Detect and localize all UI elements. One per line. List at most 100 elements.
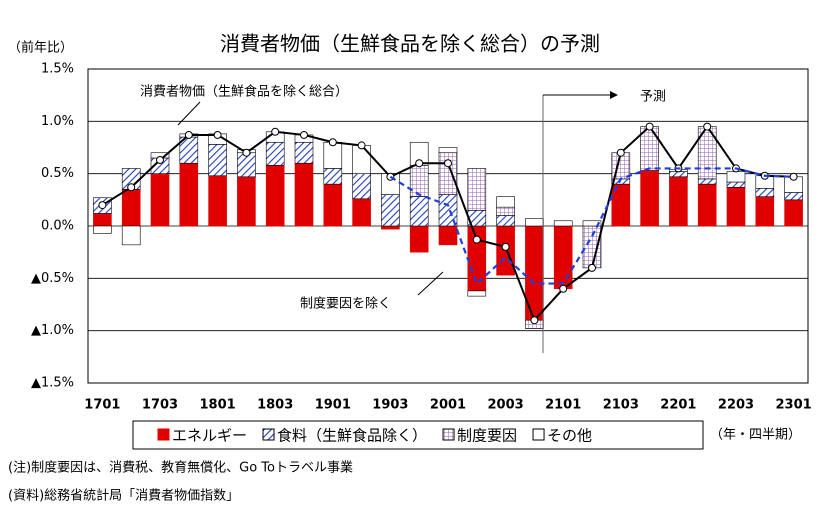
bar-segment [237,176,256,227]
bar-segment [208,175,227,227]
bar-segment [323,183,343,227]
legend-box [132,420,704,450]
annotation: 消費者物価（生鮮食品を除く総合） [140,84,348,100]
annotation: 制度要因を除く [300,296,391,312]
line-marker [703,122,712,131]
line-marker [156,156,164,165]
y-tick-label: ▲0.5% [31,271,74,286]
bar-segment [582,220,602,227]
bar-segment [352,173,371,200]
line-marker [127,183,136,192]
line-marker [501,242,510,251]
bar-segment [525,218,544,227]
bar-segment [438,147,458,154]
line-marker [242,148,251,157]
line-marker [271,127,280,136]
bar-segment [352,145,371,174]
bar-segment [381,225,400,230]
x-tick-label: 2103 [603,398,639,413]
y-tick-label: 1.5% [41,62,74,77]
line-marker [184,130,193,139]
note: (資料)総務省統計局「消費者物価指数」 [8,488,239,504]
bar-segment [409,225,429,253]
legend-label: 制度要因 [457,427,517,445]
bar-segment [755,188,775,197]
note: (注)制度要因は、消費税、教育無償化、Go Toトラベル事業 [8,460,353,476]
line-marker [300,130,308,139]
bar-segment [409,196,429,227]
bar-segment [265,164,285,227]
line-marker [789,172,798,181]
bar-segment [467,290,487,297]
line-marker [328,138,337,147]
legend-swatch [157,428,170,441]
label-bg [138,82,400,100]
arrow-head [610,91,618,99]
bar-segment [208,144,227,177]
bar-segment [640,170,659,227]
bar-segment [409,164,429,197]
legend-swatch [262,428,275,441]
x-tick-label: 2003 [488,398,524,413]
x-tick-label: 1903 [372,398,408,413]
line-marker [559,284,568,293]
bar-segment [755,196,775,227]
bar-segment [121,189,141,227]
bar-segment [726,171,746,183]
legend-swatch [442,428,455,441]
y-tick-label: ▲1.5% [31,376,74,391]
bar-segment [784,199,803,227]
legend-label: 食料（生鮮食品除く） [277,427,427,445]
bar-segment [582,225,602,269]
line-marker [98,201,107,210]
bar-segment [179,162,199,227]
bar-segment [438,225,458,246]
bar-segment [93,213,112,227]
y-tick-label: 1.0% [41,114,74,129]
x-tick-label: 2301 [776,398,812,413]
line-marker [588,263,596,272]
bar-segment [121,225,141,246]
legend-swatch [532,428,545,441]
bar-segment [381,194,400,227]
bar-segment [726,186,746,227]
legend-label: エネルギー [172,427,247,445]
line-marker [415,159,424,168]
y-axis-label: （前年比） [8,40,73,56]
x-tick-label: 1803 [257,398,293,413]
bar-segment [496,206,515,216]
x-tick-label: 1901 [315,398,351,413]
bar-segment [697,178,717,185]
forecast-label: 予測 [640,90,666,105]
y-tick-label: ▲1.0% [31,323,74,338]
plot-frame [87,68,809,384]
x-tick-label: 2201 [660,398,696,413]
y-tick-label: 0.5% [41,166,74,181]
chart-title: 消費者物価（生鮮食品を除く総合）の予測 [220,32,600,56]
bar-segment [93,225,112,234]
bar-segment [726,181,746,188]
x-tick-label: 2203 [718,398,754,413]
bar-segment [496,215,515,227]
annotation-arrow [417,271,444,296]
line-marker [530,316,539,325]
bar-segment [496,196,515,208]
bar-segment [150,173,170,227]
bar-segment [294,162,314,227]
bar-segment [323,168,343,185]
bar-segment [553,225,573,290]
bar-segment [553,220,573,227]
line-marker [616,148,625,157]
label-bg [298,295,420,313]
line-marker [472,235,481,244]
bar-segment [669,176,688,227]
bar-segment [352,198,371,227]
legend-label: その他 [547,427,592,445]
annotation-arrow [177,101,201,126]
line-marker [357,141,366,150]
bar-segment [697,183,717,227]
line [389,167,794,286]
x-tick-label: 2101 [545,398,581,413]
bar-segment [467,168,487,211]
